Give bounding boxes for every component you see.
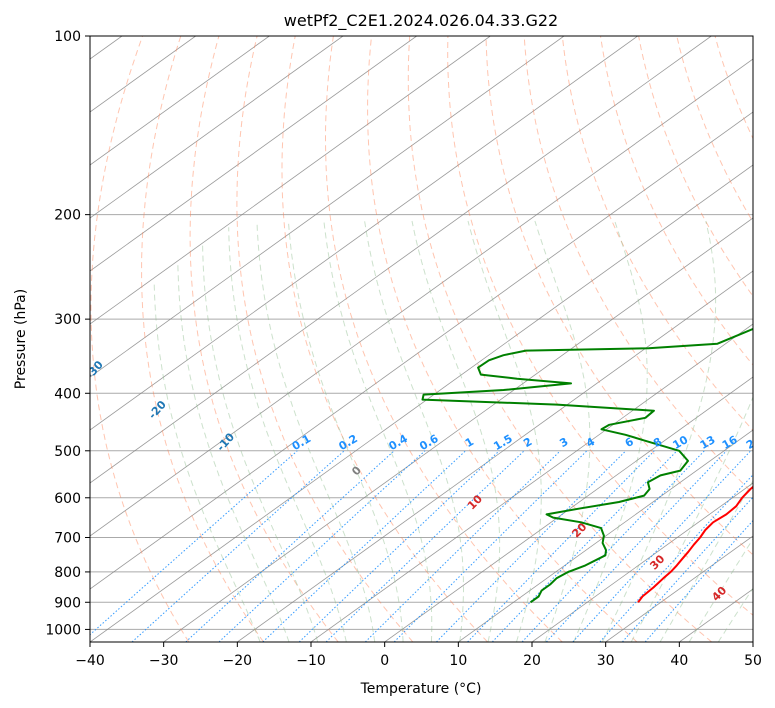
isotherm-line <box>90 36 270 166</box>
mixing-ratio-line <box>218 450 426 642</box>
dry-adiabat-line <box>367 36 638 642</box>
moist-adiabat-line <box>364 220 464 642</box>
moist-adiabat-line <box>256 220 376 642</box>
x-tick-label: 0 <box>380 653 389 669</box>
dry-adiabat-line <box>141 36 264 642</box>
x-tick-label: 30 <box>597 653 615 669</box>
dry-adiabat-line <box>90 36 190 642</box>
plot-area: -100-90-80-70-60-50-40-30-20-100.10.20.4… <box>90 36 764 642</box>
y-tick-label: 500 <box>54 444 81 460</box>
x-tick-label: 50 <box>744 653 762 669</box>
dry-adiabat-line <box>325 36 563 642</box>
isotherm-line <box>90 164 753 642</box>
moist-adiabat-line <box>411 220 501 642</box>
moist-adiabat-line <box>717 587 753 642</box>
x-tick-label: −20 <box>223 653 253 669</box>
moist-adiabat-line <box>534 220 591 642</box>
mixing-ratio-line <box>325 450 525 642</box>
mixing-ratio-line <box>436 450 627 642</box>
y-tick-label: 300 <box>54 312 81 328</box>
chart-title: wetPf2_C2E1.2024.026.04.33.G22 <box>284 11 558 31</box>
moist-adiabat-line <box>202 244 319 642</box>
isotherm-line <box>458 429 753 642</box>
dry-adiabat-line <box>561 36 753 432</box>
mixing-ratio-line <box>521 450 705 642</box>
dewpoint-trace <box>421 327 753 604</box>
moist-adiabat-line <box>630 395 753 642</box>
moist-adiabat-line <box>659 479 753 642</box>
dry-adiabat-line <box>407 36 713 642</box>
dry-adiabat-line <box>447 36 753 616</box>
isotherm-line <box>237 270 753 642</box>
mixing-ratio-line <box>491 450 678 642</box>
moist-adiabat-line <box>228 227 347 642</box>
y-tick-label: 400 <box>54 386 81 402</box>
y-axis-label: Pressure (hPa) <box>13 289 29 389</box>
dry-adiabat-line <box>189 36 339 642</box>
moist-adiabat-line <box>177 261 290 642</box>
mixing-ratio-line <box>298 450 500 642</box>
x-tick-label: −40 <box>75 653 105 669</box>
mixing-ratio-line <box>599 474 753 642</box>
temperature-trace <box>637 485 753 603</box>
x-axis-label: Temperature (°C) <box>360 681 482 697</box>
mixing-ratio-line <box>90 450 298 636</box>
y-tick-label: 700 <box>54 531 81 547</box>
isotherm-line <box>90 36 344 219</box>
moist-adiabat-line <box>601 220 717 642</box>
y-tick-label: 800 <box>54 565 81 581</box>
moist-adiabat-line <box>573 220 648 642</box>
y-tick-label: 600 <box>54 491 81 507</box>
y-tick-label: 900 <box>54 595 81 611</box>
isotherm-line <box>605 535 753 642</box>
dry-adiabat-line <box>281 36 488 642</box>
mixing-ratio-line <box>467 450 655 642</box>
x-tick-label: 20 <box>523 653 541 669</box>
x-tick-label: −10 <box>296 653 326 669</box>
y-tick-label: 100 <box>54 29 81 45</box>
dry-adiabat-line <box>236 36 414 642</box>
isotherm-line <box>163 217 753 642</box>
isotherm-line <box>90 36 491 325</box>
moist-adiabat-line <box>287 220 404 642</box>
moist-adiabat-line <box>323 220 433 642</box>
y-tick-label: 200 <box>54 208 81 224</box>
plot-frame <box>89 35 754 643</box>
axes: −40 −30 −20 −10 0 10 20 30 40 50 100 200 300 400 500 60… <box>45 29 762 669</box>
x-tick-label: 10 <box>449 653 467 669</box>
isotherm-line <box>90 36 565 378</box>
moist-adiabat-line <box>688 537 753 642</box>
isotherm-line <box>90 111 753 590</box>
moist-adiabat-line <box>153 282 261 642</box>
dry-adiabat-line <box>523 36 753 495</box>
mixing-ratio-line <box>131 450 345 642</box>
isotherm-line <box>90 58 753 537</box>
y-tick-label: 1000 <box>45 622 81 638</box>
isotherm-line <box>90 36 638 431</box>
mixing-ratio-line <box>364 450 561 642</box>
moist-adiabat-line <box>467 220 542 642</box>
isotherm-line <box>384 376 753 642</box>
isotherm-line <box>90 36 712 484</box>
x-tick-label: −30 <box>149 653 179 669</box>
isotherm-line <box>531 482 753 642</box>
mixing-ratio-label: 20 <box>744 433 764 452</box>
x-tick-label: 40 <box>670 653 688 669</box>
isotherm-line <box>310 323 753 642</box>
mixing-ratio-line <box>185 450 395 642</box>
mixing-ratio-line <box>545 450 727 642</box>
isotherm-line <box>90 36 417 272</box>
mixing-ratio-line <box>572 450 752 642</box>
